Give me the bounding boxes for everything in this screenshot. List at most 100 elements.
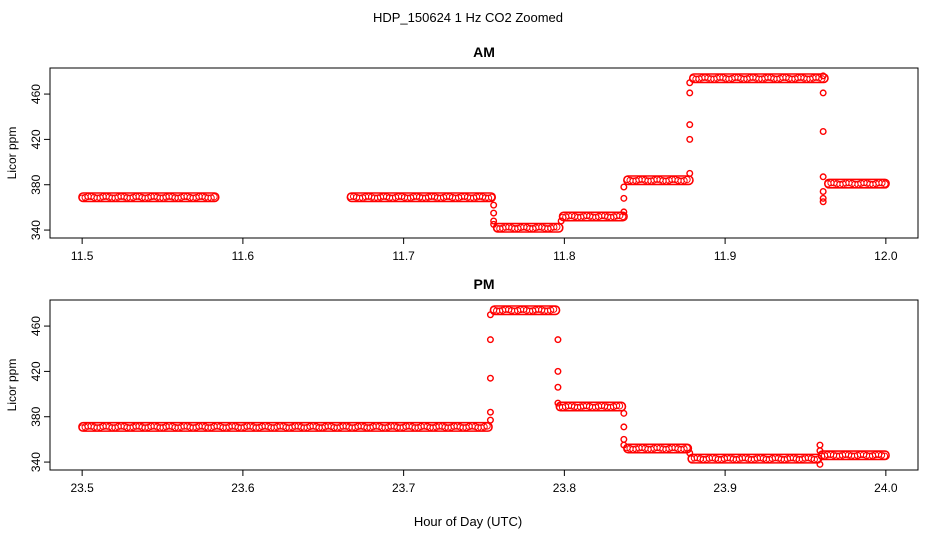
data-point [819,72,827,80]
data-point [487,193,496,201]
data-point [816,460,824,468]
data-segment [688,73,829,84]
data-point [490,209,498,217]
panel-pm: PM Licor ppm 23.5 23.6 23.7 23.8 23.9 24.0 340 38… [5,276,919,495]
x-tick-label: 11.8 [553,249,576,263]
data-point [686,169,694,177]
data-point [683,176,691,184]
data-segment [687,453,823,464]
data-point [486,336,494,344]
data-point [819,127,827,135]
data-point [484,194,493,202]
data-segment [78,192,220,203]
x-axis-label: Hour of Day (UTC) [413,514,523,529]
data-point [490,201,498,209]
data-point [554,336,562,344]
data-point [490,217,498,225]
data-point [877,451,886,459]
data-segment [623,175,694,186]
data-point [680,177,688,185]
data-point [686,121,694,129]
data-segment [817,450,890,461]
y-tick-label: 460 [29,84,43,104]
x-tick-label: 12.0 [874,249,898,263]
y-tick-label: 340 [29,220,43,240]
data-point [547,306,555,314]
x-tick-label: 11.5 [71,249,94,263]
data-point [553,223,561,231]
data-point [615,402,624,410]
data-point [619,212,627,221]
panel-title: PM [474,276,495,292]
plot-frame [49,67,919,239]
data-point [680,445,688,453]
data-point [816,447,824,455]
data-point [616,212,624,220]
data-point [878,179,886,187]
data-point [819,89,827,97]
data-segment [489,305,561,316]
data-point [550,305,558,313]
data-point [486,311,494,319]
data-point [815,74,823,82]
data-point [620,441,628,449]
y-tick-label: 420 [29,361,43,381]
data-point [686,79,694,87]
data-point [480,423,488,431]
data-point [880,452,889,460]
panel-title: AM [473,44,495,60]
data-point [620,409,628,417]
x-tick-label: 11.7 [392,249,415,263]
x-tick-label: 23.5 [70,481,94,495]
y-tick-label: 380 [29,406,43,426]
x-tick-label: 23.7 [392,481,416,495]
data-point [483,422,491,430]
y-tick-label: 380 [29,174,43,194]
plot-frame [49,299,919,471]
data-point [612,402,621,410]
data-point [486,416,494,424]
data-point [810,455,818,464]
panel-am: AM Licor ppm 11.5 11.6 11.7 11.8 11.9 12.0 340 38… [5,44,919,263]
data-segment [492,222,564,233]
data-segment [623,443,693,454]
data-point [620,435,628,443]
y-axis-label: Licor ppm [5,359,19,412]
x-tick-label: 11.6 [232,249,255,263]
data-point [486,408,494,416]
data-point [210,193,218,201]
data-point [819,194,827,202]
data-point [819,188,827,196]
y-axis-label: Licor ppm [5,127,19,180]
data-segment [558,211,628,222]
y-tick-label: 340 [29,452,43,472]
y-tick-label: 420 [29,129,43,149]
x-tick-label: 11.9 [714,249,737,263]
data-point [620,194,628,202]
x-tick-label: 23.9 [713,481,737,495]
data-point [554,399,562,407]
data-point [554,367,562,375]
data-point [207,194,215,202]
data-point [816,441,824,449]
data-point [620,423,628,431]
data-point [490,220,498,228]
data-point [620,183,628,191]
data-point [557,217,565,225]
data-point [620,208,628,216]
y-tick-label: 460 [29,316,43,336]
data-point [686,89,694,97]
data-point [881,180,889,188]
x-tick-label: 23.6 [231,481,255,495]
data-point [686,135,694,143]
data-segment [346,192,497,203]
data-segment [823,178,890,189]
x-tick-label: 23.8 [553,481,577,495]
figure-title: HDP_150624 1 Hz CO2 Zoomed [372,10,564,25]
data-point [686,449,694,457]
data-segment [78,421,493,432]
data-point [819,198,827,206]
data-segment [555,401,627,412]
data-point [550,223,558,231]
